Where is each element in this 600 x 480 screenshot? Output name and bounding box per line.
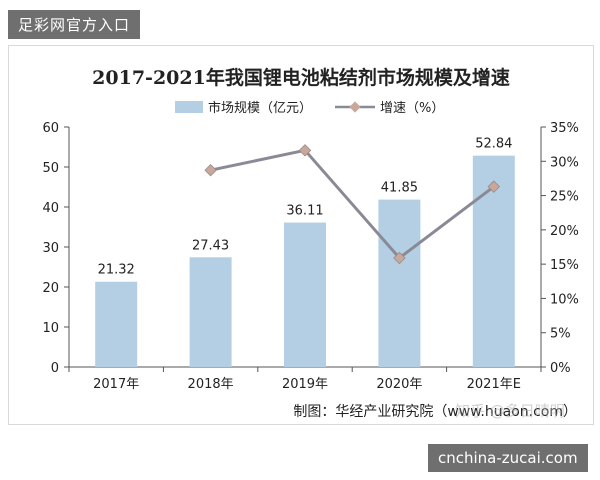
bar-value-label: 21.32 <box>98 263 135 278</box>
y-tick-label-right: 15% <box>550 258 579 273</box>
growth-point <box>298 144 312 157</box>
growth-line-path <box>210 148 495 260</box>
y-tick-label-left: 40 <box>42 201 59 216</box>
x-tick-labels: 2017年 2018年 2019年 2020年 2021年E <box>93 377 521 392</box>
x-tick-label: 2020年 <box>376 377 422 392</box>
bar-value-label: 36.11 <box>286 204 323 219</box>
y-tick-label-left: 30 <box>42 241 59 256</box>
site-tag: 足彩网官方入口 <box>8 10 141 39</box>
y-tick-label-right: 0% <box>550 361 571 376</box>
y-tick-label-left: 20 <box>42 281 59 296</box>
x-tick-label: 2019年 <box>282 377 328 392</box>
source-note: 制图：华经产业研究院（www.huaon.com） <box>293 404 577 420</box>
y-tick-label-right: 25% <box>550 190 579 205</box>
chart-title: 2017-2021年我国锂电池粘结剂市场规模及增速 <box>92 66 510 89</box>
y-tick-label-right: 35% <box>550 121 579 136</box>
y-tick-label-right: 30% <box>550 155 579 170</box>
y-tick-label-left: 60 <box>42 121 59 136</box>
bar-value-label: 41.85 <box>381 181 418 196</box>
bar <box>284 222 326 367</box>
bar <box>378 199 421 367</box>
growth-point <box>487 180 501 193</box>
watermark: 知乎 @多日晴明 <box>455 402 565 420</box>
y-tick-label-right: 10% <box>550 292 579 307</box>
growth-point <box>204 163 217 177</box>
axes: 0 10 20 30 40 50 60 0% 5% 10% 15% 20% 25% 30% 35% <box>42 121 578 376</box>
y-tick-label-left: 0 <box>51 361 59 376</box>
growth-point <box>393 251 406 265</box>
y-tick-label-right: 20% <box>550 224 579 239</box>
y-tick-label-left: 10 <box>42 321 59 336</box>
legend-bar-swatch <box>175 101 203 113</box>
bar-value-label: 27.43 <box>192 238 229 253</box>
x-tick-label: 2021年E <box>467 377 521 392</box>
legend-line-marker <box>349 101 361 113</box>
x-tick-label: 2018年 <box>188 377 234 392</box>
legend: 市场规模（亿元） 增速（%） <box>175 100 444 116</box>
chart-frame: 2017-2021年我国锂电池粘结剂市场规模及增速 市场规模（亿元） 增速（%）… <box>8 45 594 425</box>
legend-bar-label: 市场规模（亿元） <box>208 100 312 116</box>
legend-line-label: 增速（%） <box>380 101 444 116</box>
y-tick-label-right: 5% <box>550 327 571 342</box>
chart: 2017-2021年我国锂电池粘结剂市场规模及增速 市场规模（亿元） 增速（%）… <box>42 66 578 420</box>
growth-line <box>204 144 501 265</box>
bars: 21.32 27.43 36.11 41.85 52.84 <box>95 137 515 367</box>
domain-tag: cnchina-zucai.com <box>428 444 588 472</box>
bar <box>189 257 232 367</box>
x-tick-label: 2017年 <box>93 377 139 392</box>
bar-value-label: 52.84 <box>475 137 512 152</box>
bar <box>95 281 138 367</box>
y-tick-label-left: 50 <box>42 161 59 176</box>
